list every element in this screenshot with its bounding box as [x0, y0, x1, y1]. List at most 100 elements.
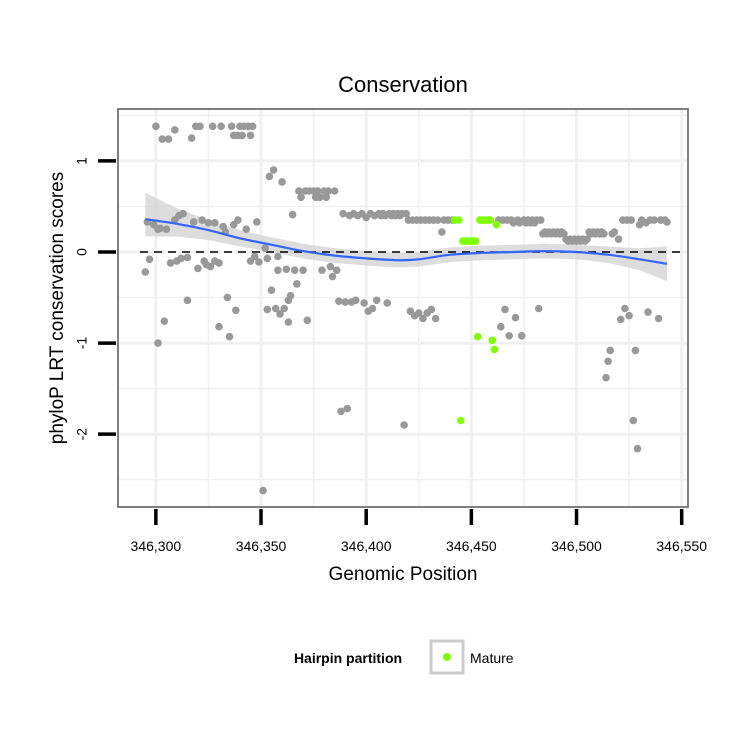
y-tick-label: -1: [74, 337, 90, 350]
other-point: [152, 122, 160, 131]
other-point: [415, 309, 423, 317]
other-point: [290, 266, 299, 275]
other-point: [614, 235, 623, 243]
mature-point: [473, 332, 482, 341]
other-point: [160, 317, 169, 326]
other-point: [600, 230, 608, 238]
other-point: [208, 122, 217, 131]
gridlines: [118, 109, 688, 507]
legend: Hairpin partition Mature: [294, 639, 514, 675]
other-point: [372, 296, 381, 305]
other-point: [154, 339, 162, 347]
other-point: [431, 314, 440, 323]
other-point: [263, 254, 272, 263]
other-point: [250, 252, 259, 261]
y-axis-ticks: -2 -1 0 1: [74, 157, 116, 441]
other-point: [511, 313, 520, 322]
other-point: [162, 225, 171, 233]
other-point: [606, 346, 614, 355]
other-point: [383, 299, 392, 307]
other-point: [145, 255, 154, 264]
other-point: [343, 404, 352, 413]
other-point: [400, 421, 408, 429]
other-point: [232, 306, 240, 315]
other-point: [217, 122, 225, 131]
other-point: [616, 315, 625, 324]
legend-entry-mature: Mature: [470, 650, 514, 666]
other-point: [223, 293, 232, 302]
other-point: [402, 209, 411, 218]
other-point: [351, 296, 360, 305]
other-point: [332, 266, 341, 275]
other-point: [295, 187, 303, 195]
mature-point: [457, 416, 465, 425]
other-point: [299, 266, 307, 275]
legend-title: Hairpin partition: [294, 650, 402, 666]
confidence-band: [145, 192, 668, 282]
x-axis-ticks: 346,300 346,350 346,400 346,450 346,500 346,5…: [131, 509, 707, 554]
legend-key-box: [429, 639, 465, 675]
mature-point: [454, 216, 463, 224]
other-point: [282, 265, 291, 274]
other-point: [650, 216, 659, 224]
other-point: [225, 332, 234, 341]
x-tick-label: 346,550: [656, 538, 707, 554]
other-point: [433, 216, 442, 224]
other-point: [326, 262, 335, 271]
other-point: [335, 297, 343, 306]
other-point: [242, 225, 251, 233]
other-point: [198, 216, 206, 224]
plot-panel: [118, 109, 688, 507]
other-point: [583, 235, 591, 243]
other-point: [246, 131, 255, 140]
x-tick-label: 346,350: [236, 538, 287, 554]
x-tick-label: 346,500: [551, 538, 602, 554]
other-point: [337, 407, 345, 416]
other-point: [610, 228, 619, 236]
other-point: [141, 268, 150, 276]
other-point: [234, 216, 242, 224]
y-tick-label: -2: [74, 428, 90, 441]
other-point: [602, 373, 610, 382]
other-point: [177, 254, 185, 263]
other-point: [259, 486, 267, 495]
other-point: [215, 322, 223, 331]
other-point: [171, 126, 179, 134]
other-point: [265, 172, 274, 181]
y-axis-label: phyloP LRT conservation scores: [47, 172, 68, 445]
other-point: [238, 131, 246, 140]
mature-point: [492, 220, 501, 229]
other-point: [183, 253, 192, 262]
other-point: [328, 272, 337, 281]
other-point: [248, 122, 257, 131]
other-point: [269, 166, 278, 174]
other-point: [252, 218, 261, 226]
other-point: [324, 187, 333, 195]
other-point: [534, 304, 543, 313]
other-point: [341, 298, 350, 306]
other-point: [627, 216, 635, 224]
y-tick-label: 0: [74, 248, 90, 256]
other-point: [438, 228, 446, 236]
mature-point: [471, 237, 480, 245]
data-points: [141, 122, 671, 495]
other-point: [271, 304, 280, 313]
other-point: [497, 322, 505, 331]
other-point: [297, 193, 305, 202]
other-point: [663, 218, 671, 226]
other-point: [631, 346, 640, 355]
other-point: [196, 122, 204, 131]
x-axis-label: Genomic Position: [329, 564, 478, 585]
other-point: [644, 308, 652, 316]
other-point: [179, 209, 187, 218]
other-point: [629, 416, 638, 425]
other-point: [158, 135, 166, 143]
other-point: [274, 252, 282, 261]
other-point: [280, 304, 289, 313]
other-point: [206, 262, 215, 271]
other-point: [286, 291, 295, 300]
other-point: [183, 296, 192, 305]
other-point: [227, 122, 236, 131]
other-point: [419, 314, 427, 323]
mature-point: [486, 216, 495, 224]
